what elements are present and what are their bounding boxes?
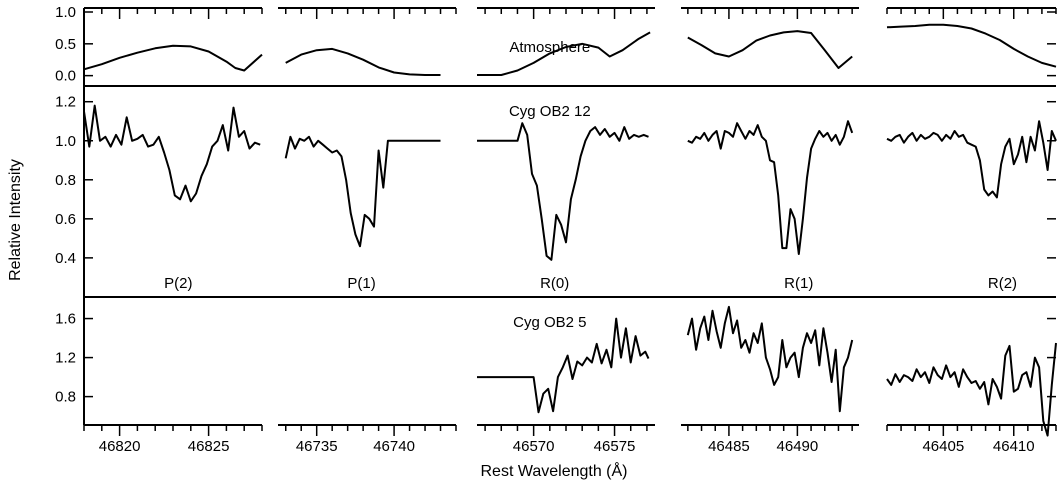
- x-tick-label: 46825: [188, 438, 230, 455]
- transition-label: P(1): [347, 275, 375, 292]
- trace-2-4: [886, 342, 1057, 437]
- transition-label: P(2): [164, 275, 192, 292]
- trace-0-4: [886, 23, 1057, 68]
- y-tick-label: 0.8: [55, 389, 76, 406]
- y-tick-label: 0.0: [55, 68, 76, 85]
- transition-label: R(1): [784, 275, 813, 292]
- trace-1-3: [687, 120, 854, 255]
- trace-0-2: [477, 31, 651, 76]
- y-tick-label: 0.4: [55, 250, 76, 267]
- x-axis-title: Rest Wavelength (Å): [480, 461, 627, 480]
- y-tick-label: 1.0: [55, 4, 76, 21]
- trace-1-1: [284, 135, 441, 248]
- transition-label: R(2): [988, 275, 1017, 292]
- x-tick-label: 46575: [594, 438, 636, 455]
- x-tick-label: 46490: [777, 438, 819, 455]
- trace-1-0: [83, 104, 261, 203]
- panels-layer: 46820 46825 46735 46740 46570 46575 46485 46490…: [55, 4, 1057, 455]
- trace-2-2: [477, 317, 650, 414]
- x-tick-label: 46410: [993, 438, 1035, 455]
- x-tick-label: 46740: [373, 438, 415, 455]
- panel-label-1: Cyg OB2 12: [509, 103, 591, 120]
- y-tick-label: 1.2: [55, 94, 76, 111]
- y-axis-title: Relative Intensity: [7, 159, 24, 281]
- y-tick-label: 1.6: [55, 311, 76, 328]
- x-tick-label: 46570: [513, 438, 555, 455]
- x-tick-label: 46820: [99, 438, 141, 455]
- y-tick-label: 0.8: [55, 172, 76, 189]
- panel-label-2: Cyg OB2 5: [513, 314, 586, 331]
- transition-label: R(0): [540, 275, 569, 292]
- panel-label-0: Atmosphere: [509, 39, 590, 56]
- y-tick-label: 1.2: [55, 350, 76, 367]
- y-tick-label: 1.0: [55, 133, 76, 150]
- y-tick-label: 0.5: [55, 36, 76, 53]
- trace-1-2: [477, 122, 649, 261]
- trace-0-1: [285, 47, 441, 76]
- x-tick-label: 46485: [708, 438, 750, 455]
- trace-2-3: [686, 305, 854, 413]
- x-tick-label: 46735: [296, 438, 338, 455]
- trace-1-4: [886, 120, 1057, 199]
- y-tick-label: 0.6: [55, 211, 76, 228]
- x-tick-label: 46405: [922, 438, 964, 455]
- trace-0-0: [83, 44, 263, 72]
- trace-0-3: [687, 30, 853, 69]
